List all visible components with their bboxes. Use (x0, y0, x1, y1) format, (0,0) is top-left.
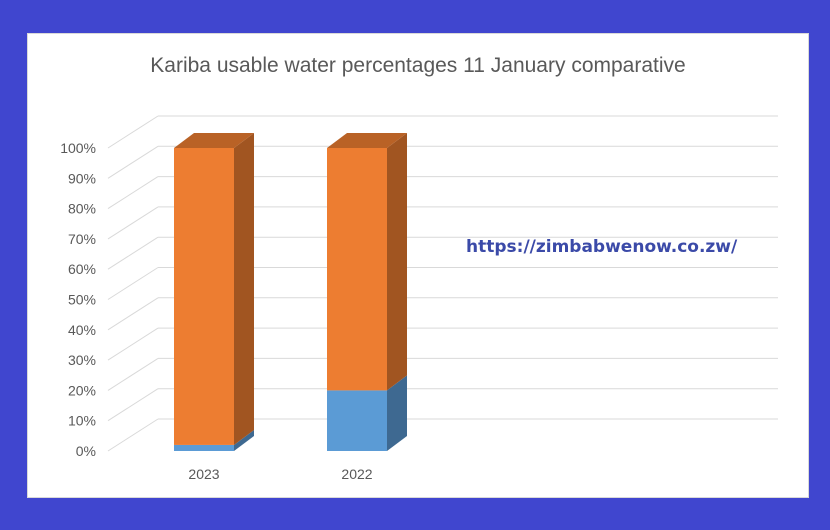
bar-side (387, 375, 407, 451)
y-tick-label: 20% (68, 382, 96, 398)
y-tick-label: 60% (68, 261, 96, 277)
gridline-side (107, 327, 159, 361)
chart-card: Kariba usable water percentages 11 Janua… (27, 33, 809, 498)
gridline-side (107, 267, 159, 300)
bar-segment (174, 444, 234, 451)
x-category-label: 2023 (188, 466, 219, 482)
y-tick-label: 10% (68, 413, 96, 429)
gridline-side (107, 176, 159, 210)
y-tick-label: 70% (68, 231, 96, 247)
bar-top (327, 133, 407, 148)
gridline-side (107, 357, 159, 391)
x-category-label: 2022 (341, 466, 372, 482)
chart-svg: 0% 10% 20% 30% 40% 50% 60% 70% 80% 90% 100% 2023 202… (60, 115, 778, 482)
y-tick-label: 40% (68, 322, 96, 338)
bar-side (387, 133, 407, 391)
gridline-side (107, 418, 159, 452)
bar-side (234, 429, 254, 451)
gridline-side (107, 297, 159, 331)
y-tick-label: 100% (60, 140, 96, 156)
y-tick-label: 80% (68, 201, 96, 217)
bar-segment (327, 148, 387, 391)
gridline-side (107, 236, 159, 270)
y-tick-label: 30% (68, 352, 96, 368)
y-tick-label: 0% (76, 443, 96, 459)
gridline-side (107, 388, 159, 422)
gridline-side (107, 206, 159, 240)
bar-top (174, 133, 254, 148)
chart-title: Kariba usable water percentages 11 Janua… (150, 54, 686, 77)
bar-side (234, 133, 254, 445)
y-tick-label: 50% (68, 292, 96, 308)
bar-segment (327, 390, 387, 451)
gridline-side (107, 115, 159, 149)
watermark-url: https://zimbabwenow.co.zw/ (466, 237, 738, 257)
y-tick-label: 90% (68, 170, 96, 186)
bar-segment (174, 148, 234, 445)
gridline-side (107, 145, 159, 179)
